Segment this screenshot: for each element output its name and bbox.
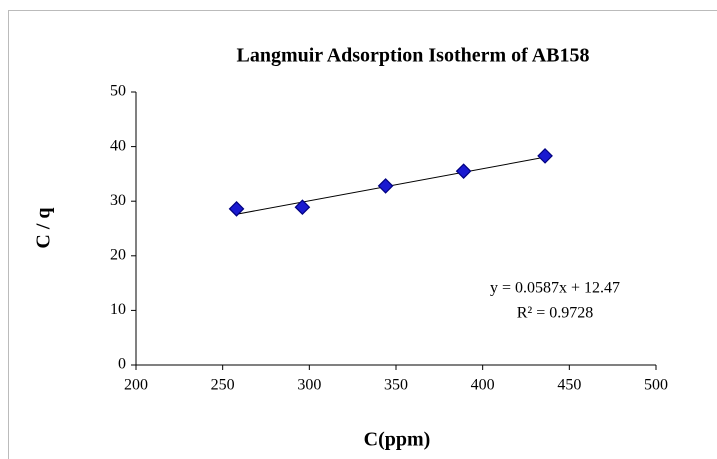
point	[294, 199, 311, 216]
x-tick-label: 200	[124, 377, 148, 394]
x-tick-label: 350	[384, 377, 408, 394]
y-tick-label: 20	[110, 246, 126, 263]
chart-border	[8, 10, 717, 459]
x-tick-label: 250	[211, 377, 235, 394]
point	[228, 200, 245, 217]
trendline-r2: R² = 0.9728	[517, 305, 594, 322]
point	[537, 148, 553, 164]
y-tick-label: 10	[110, 301, 126, 318]
y-axis-label: C / q	[33, 207, 55, 248]
point	[377, 178, 394, 194]
y-tick-label: 0	[118, 356, 126, 373]
trendline-equation: y = 0.0587x + 12.47	[490, 280, 620, 297]
x-tick-label: 500	[644, 377, 668, 394]
y-tick-label: 40	[110, 137, 126, 154]
point	[455, 163, 472, 180]
y-tick-label: 30	[110, 192, 126, 209]
x-axis-label: C(ppm)	[364, 429, 431, 451]
y-tick-label: 50	[110, 83, 126, 100]
chart-title: Langmuir Adsorption Isotherm of AB158	[236, 45, 589, 67]
x-tick-label: 400	[471, 377, 495, 394]
x-tick-label: 300	[297, 377, 321, 394]
x-tick-label: 450	[557, 377, 581, 394]
